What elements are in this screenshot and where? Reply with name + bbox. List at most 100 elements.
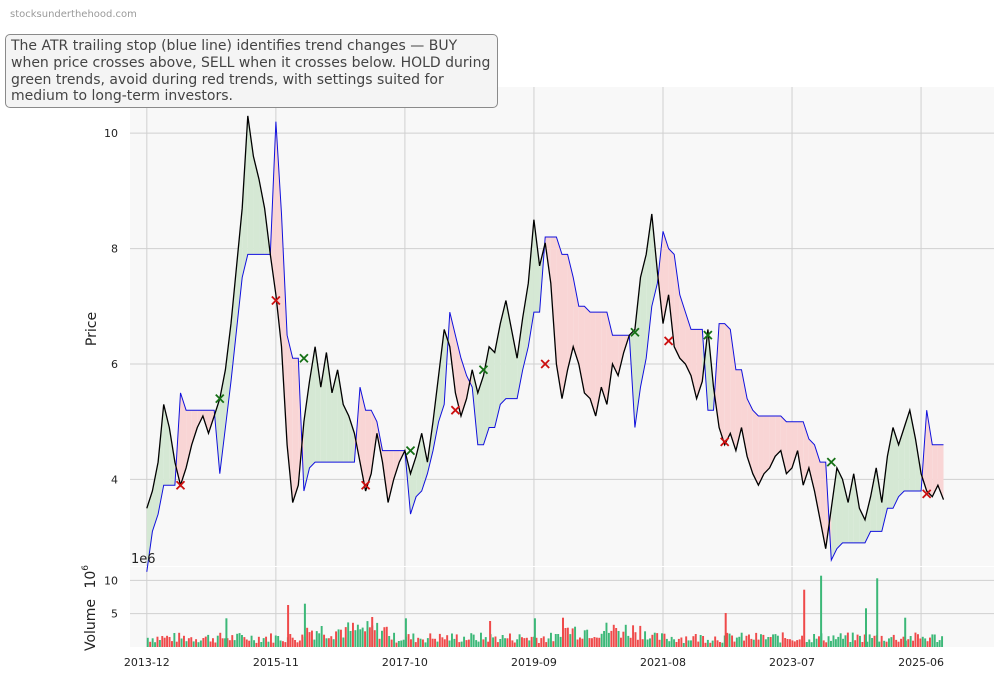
volume-bar-spike <box>803 589 806 647</box>
volume-bar <box>429 633 432 647</box>
bear-trend-fill <box>679 294 686 365</box>
volume-bar <box>615 628 618 647</box>
volume-bar <box>603 631 606 647</box>
bear-trend-fill <box>287 335 293 503</box>
volume-bar <box>871 638 874 647</box>
volume-bar <box>199 640 202 647</box>
bear-trend-fill <box>775 415 781 457</box>
volume-bar <box>332 639 335 647</box>
volume-bar <box>506 638 509 647</box>
bear-trend-fill <box>449 312 456 393</box>
bear-trend-fill <box>180 392 187 486</box>
volume-bar <box>163 637 166 647</box>
volume-bar <box>844 635 847 647</box>
volume-bar <box>740 632 743 647</box>
volume-bar <box>757 639 760 647</box>
volume-bar-spike <box>562 617 564 647</box>
bear-trend-fill <box>668 248 675 347</box>
volume-bar <box>690 640 692 647</box>
volume-bar <box>187 638 190 647</box>
bull-trend-fill <box>904 410 910 491</box>
volume-bar <box>183 635 185 647</box>
volume-bar <box>356 624 359 647</box>
volume-bar <box>914 632 917 647</box>
volume-bar <box>591 638 593 647</box>
volume-bar <box>467 639 470 647</box>
volume-bar <box>296 642 299 647</box>
volume-bar <box>552 641 555 647</box>
volume-bar <box>859 635 861 647</box>
bull-trend-fill <box>230 265 237 382</box>
volume-bar <box>323 634 326 647</box>
bear-trend-fill <box>275 121 282 347</box>
x-tick-label: 2017-10 <box>382 656 428 669</box>
bull-trend-fill <box>219 369 226 474</box>
volume-bar-spike <box>820 575 823 647</box>
bear-trend-fill <box>696 329 703 399</box>
volume-bar <box>410 639 412 647</box>
bear-trend-fill <box>606 312 613 405</box>
volume-bar <box>641 639 644 647</box>
volume-bar <box>472 634 475 647</box>
volume-bar <box>154 642 157 647</box>
volume-bar <box>282 641 284 647</box>
volume-bar <box>769 637 772 647</box>
bull-trend-fill <box>225 323 231 428</box>
bull-trend-fill <box>494 323 501 428</box>
volume-bar <box>752 639 755 647</box>
buy-signal-marker <box>215 394 225 404</box>
volume-bar-spike <box>724 613 727 647</box>
volume-bar <box>470 633 473 647</box>
axis-labels: 4 6 8 10 2013-12 2015-11 2017-10 2019-09 2021-08… <box>104 127 944 669</box>
bear-trend-fill <box>803 421 809 486</box>
volume-bar <box>680 637 683 647</box>
volume-bar <box>921 636 924 647</box>
volume-bar <box>924 638 927 647</box>
volume-bar <box>180 638 183 647</box>
volume-bar <box>158 640 161 647</box>
volume-bar <box>711 640 714 647</box>
volume-bar <box>714 636 717 647</box>
volume-bar <box>890 637 893 647</box>
volume-bar <box>813 634 816 647</box>
bull-trend-fill <box>500 300 506 405</box>
volume-bar <box>219 632 222 647</box>
volume-bar <box>460 641 463 647</box>
bull-trend-fill <box>169 427 175 486</box>
bear-trend-fill <box>763 415 770 474</box>
bull-trend-fill <box>517 317 523 399</box>
volume-y-tick-label: 10 <box>104 574 118 587</box>
volume-bar <box>221 638 224 647</box>
bull-trend-fill <box>303 381 310 491</box>
volume-bar <box>448 640 451 647</box>
volume-bar <box>265 636 268 647</box>
volume-bar <box>880 635 883 647</box>
volume-bar <box>516 639 519 647</box>
volume-bar <box>798 639 801 647</box>
volume-bar <box>212 638 214 647</box>
volume-bar <box>600 633 603 647</box>
volume-bar <box>697 641 700 647</box>
volume-axis-exponent: 6 <box>81 565 91 571</box>
bear-trend-fill <box>780 415 787 474</box>
volume-bar-spike <box>371 617 374 647</box>
volume-bar <box>284 642 287 647</box>
bear-trend-fill <box>584 306 591 399</box>
bear-trend-fill <box>691 329 697 399</box>
bear-trend-fill <box>937 444 944 500</box>
buy-signal-marker <box>826 457 836 467</box>
bull-trend-fill <box>522 283 529 370</box>
volume-bar <box>475 640 478 647</box>
volume-bar <box>895 639 898 647</box>
volume-bar <box>849 642 852 647</box>
volume-bar <box>267 641 270 647</box>
volume-bar <box>786 639 789 647</box>
volume-bar <box>494 636 497 647</box>
volume-bar <box>658 639 661 647</box>
volume-bar <box>694 634 697 647</box>
svg-text:Volume 106: Volume 106 <box>81 565 99 651</box>
bear-trend-fill <box>393 450 400 480</box>
volume-bar <box>347 622 350 647</box>
volume-axis-exponent-base: 10 <box>83 571 99 589</box>
buy-signal-marker <box>478 365 489 375</box>
